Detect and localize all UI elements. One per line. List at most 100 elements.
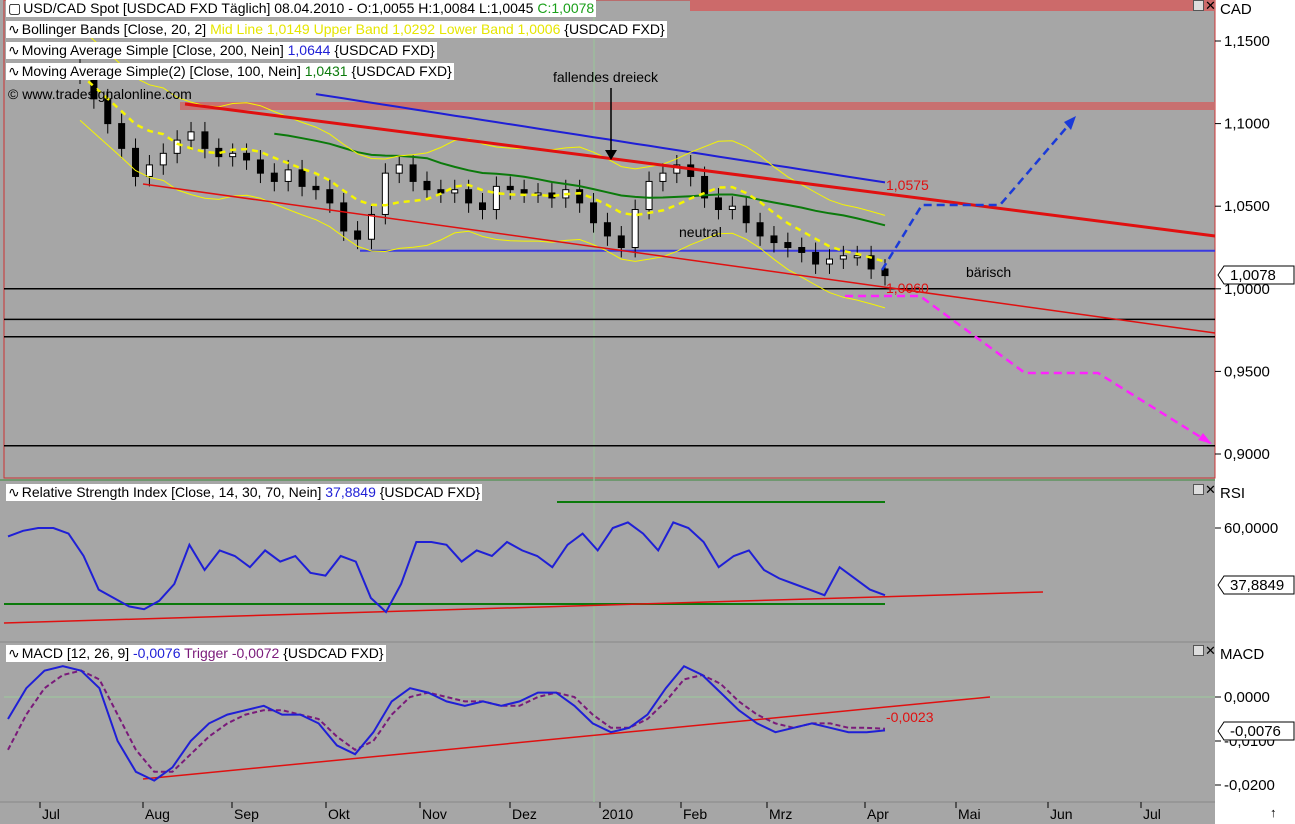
candle-body — [742, 205, 750, 224]
candle-body — [853, 255, 861, 259]
candle-body — [409, 164, 417, 182]
rsi-label: Relative Strength Index [Close, 14, 30, … — [21, 484, 322, 500]
candle-body — [367, 213, 375, 240]
candle-body — [326, 189, 334, 204]
header-title-text: USD/CAD Spot [USDCAD FXD Täglich] 08.04.… — [23, 0, 534, 16]
candle-body — [118, 123, 126, 149]
macd-trigger: Trigger -0,0072 — [184, 645, 280, 661]
watermark: © www.tradesignalonline.com — [8, 86, 192, 102]
candle-body — [270, 172, 278, 182]
candle-body — [590, 202, 598, 224]
candle-body — [187, 131, 195, 141]
candle-body — [132, 147, 140, 177]
scroll-up-icon[interactable]: ↑ — [1270, 805, 1277, 820]
rsi-close-icon[interactable]: ✕ — [1205, 482, 1216, 497]
candle-body — [687, 164, 695, 177]
ma100-symbol: {USDCAD FXD} — [351, 63, 452, 79]
indicator-wave-icon: ∿ — [8, 21, 20, 37]
bollinger-legend: ∿ Bollinger Bands [Close, 20, 2] Mid Line… — [6, 21, 667, 38]
candle-body — [159, 152, 167, 166]
price-pane: fallendes dreieck neutral bärisch 1,0575 1,0… — [4, 27, 1216, 447]
candle-body — [256, 159, 264, 174]
candle-body — [812, 251, 820, 265]
candle-body — [243, 152, 251, 161]
price-pane-border — [3, 0, 1216, 479]
level-label-lower: 1,0060 — [886, 280, 929, 296]
last-price-box — [1217, 265, 1295, 285]
macd-trendline-label: -0,0023 — [886, 709, 934, 725]
macd-trigger-line — [7, 669, 886, 773]
candle-body — [784, 242, 792, 249]
candle-body — [229, 152, 237, 158]
candle-body — [798, 247, 806, 253]
rsi-maximize-icon[interactable] — [1193, 484, 1204, 495]
candle-body — [617, 235, 625, 249]
ma200-symbol: {USDCAD FXD} — [334, 42, 435, 58]
price-tick-label: 0,9500 — [1224, 363, 1270, 380]
candle-body — [465, 189, 473, 204]
candle-body — [506, 185, 514, 191]
candle-body — [728, 205, 736, 211]
time-tick-label: Jul — [42, 806, 60, 822]
top-resistance-zone — [690, 0, 1215, 11]
axis-background — [1215, 0, 1295, 824]
candle-body — [492, 185, 500, 211]
ma200-legend: ∿ Moving Average Simple [Close, 200, Nein… — [6, 42, 437, 59]
last-price-label: 1,0078 — [1230, 267, 1276, 284]
candle-body — [770, 235, 778, 244]
macd-close-icon[interactable]: ✕ — [1205, 643, 1216, 658]
rsi-axis-title: RSI — [1220, 485, 1245, 502]
candle-body — [576, 189, 584, 204]
resistance-zone — [180, 102, 1215, 110]
time-tick-label: Aug — [145, 806, 170, 822]
candle-body — [451, 189, 459, 194]
annotation-arrow-head — [605, 150, 617, 160]
candle-body — [173, 139, 181, 154]
ma100-label: Moving Average Simple(2) [Close, 100, Ne… — [21, 63, 301, 79]
ma100-legend: ∿ Moving Average Simple(2) [Close, 100, N… — [6, 63, 454, 80]
macd-label: MACD [12, 26, 9] — [21, 645, 130, 661]
bollinger-mid-line — [79, 73, 886, 263]
bullish-target-arrowhead — [1064, 116, 1076, 130]
time-tick-label: Nov — [422, 806, 447, 822]
annotation-baerisch: bärisch — [966, 264, 1011, 280]
time-tick-label: 2010 — [602, 806, 633, 822]
rsi-trendline — [3, 591, 1044, 624]
lower-trendline — [142, 183, 1216, 334]
macd-tick-label: -0,0200 — [1224, 777, 1275, 794]
macd-symbol: {USDCAD FXD} — [283, 645, 384, 661]
bollinger-mid: Mid Line 1,0149 — [210, 21, 310, 37]
rsi-line — [7, 521, 886, 614]
price-axis-title: CAD — [1220, 1, 1252, 18]
time-tick-label: Feb — [683, 806, 707, 822]
macd-axis-title: MACD — [1220, 646, 1264, 663]
candle-body — [104, 98, 112, 125]
pane-maximize-icon[interactable] — [1193, 0, 1204, 11]
candle-body — [312, 185, 320, 191]
axes: CAD 1,1500 1,1000 1,0500 1,0000 0,9500 0,9000 1… — [39, 1, 1295, 822]
candle-body — [645, 180, 653, 211]
candle-body — [701, 175, 709, 199]
header-close: C:1,0078 — [537, 0, 595, 16]
time-tick-label: Sep — [234, 806, 259, 822]
indicator-wave-icon: ∿ — [8, 42, 20, 58]
time-tick-label: Mrz — [769, 806, 792, 822]
candle-body — [354, 230, 362, 240]
price-tick-label: 1,0000 — [1224, 281, 1270, 298]
candle-body — [756, 222, 764, 237]
rsi-legend: ∿ Relative Strength Index [Close, 14, 30,… — [6, 484, 483, 501]
macd-maximize-icon[interactable] — [1193, 645, 1204, 656]
candle-body — [145, 164, 153, 177]
price-tick-label: 1,1000 — [1224, 116, 1270, 133]
rsi-value: 37,8849 — [325, 484, 376, 500]
macd-trendline — [142, 696, 991, 780]
candle-body — [381, 172, 389, 215]
pane-close-icon[interactable]: ✕ — [1205, 0, 1216, 13]
rsi-symbol: {USDCAD FXD} — [379, 484, 481, 500]
bearish-target-arrowhead — [1198, 433, 1212, 444]
bollinger-symbol: {USDCAD FXD} — [564, 21, 665, 37]
candle-body — [673, 164, 681, 174]
price-tick-label: 1,0500 — [1224, 198, 1270, 215]
level-label-upper: 1,0575 — [886, 177, 929, 193]
